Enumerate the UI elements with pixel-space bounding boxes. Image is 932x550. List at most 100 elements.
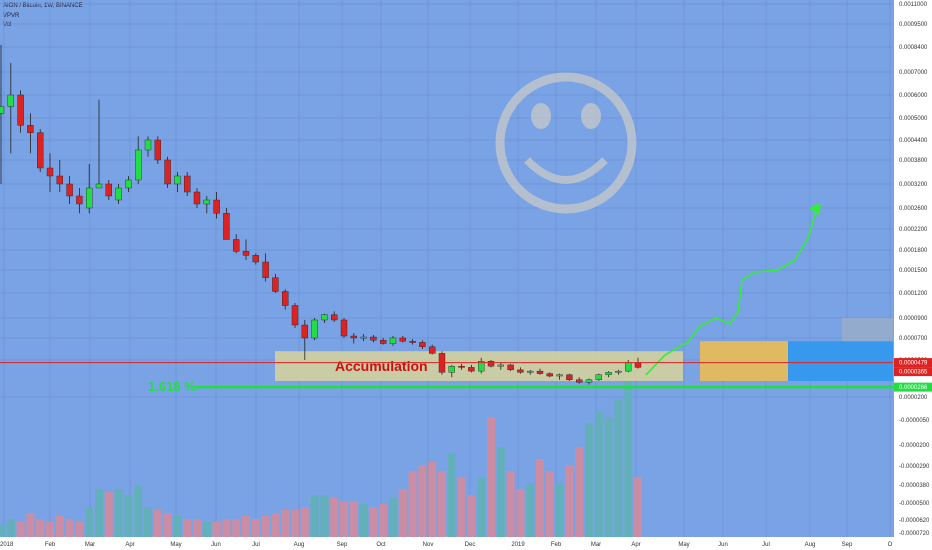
candle [419, 340, 426, 349]
candle [85, 164, 93, 214]
candle-body [301, 324, 308, 339]
volume-bar [36, 519, 45, 537]
price-flag-label: 0.0000365 [899, 370, 928, 376]
candle [340, 318, 348, 338]
candle-body [144, 139, 152, 151]
candle [478, 357, 485, 374]
candle [154, 136, 162, 164]
volume-tick-label: -0.0000380 [899, 483, 930, 489]
candle-body [350, 335, 357, 339]
candle-body [154, 139, 162, 161]
price-tick-label: 0.0009500 [899, 22, 928, 28]
indicator-volume-label[interactable]: Vol [3, 22, 12, 28]
candle [576, 377, 583, 384]
volume-axis: -0.0000050 -0.0000200 -0.0000290 -0.0000380… [899, 418, 930, 537]
volume-tick-label: -0.0000620 [899, 518, 930, 524]
candle-body [517, 369, 524, 373]
candle [144, 136, 152, 157]
price-tick-label: 0.0011000 [899, 2, 928, 8]
candle-body [468, 367, 475, 372]
volume-bar [75, 522, 84, 537]
candle [458, 363, 465, 370]
volume-bar [85, 507, 94, 537]
candle-body [546, 373, 553, 377]
candle [282, 289, 289, 310]
volume-bar [506, 471, 515, 537]
volume-bar [281, 510, 290, 537]
candle [517, 367, 524, 374]
time-axis[interactable]: 2018 Feb Mar Apr May Jun Jul Aug Sep Oct Nov Dec 201… [0, 537, 894, 550]
volume-bar [46, 522, 54, 537]
candle-body [56, 175, 63, 185]
candle-body [46, 167, 54, 177]
volume-bar [242, 516, 250, 537]
target-zone-orange [700, 341, 788, 381]
volume-bar [438, 471, 446, 537]
candle [242, 239, 250, 260]
candle-body [183, 175, 191, 193]
price-tick-label: 0.0007000 [899, 70, 928, 76]
candle-body [76, 195, 83, 205]
price-tick-label: 0.0003200 [899, 182, 928, 188]
volume-bar [144, 507, 152, 537]
candle [183, 172, 191, 196]
time-tick-label: O [888, 542, 893, 548]
candle [321, 313, 328, 323]
candle [66, 176, 73, 204]
candle-body [105, 183, 113, 197]
price-axis[interactable]: 0.0011000 0.0009500 0.0008400 0.0007000 0.00… [894, 0, 932, 550]
volume-bar [516, 489, 525, 537]
candle-body [566, 374, 573, 380]
candle-body [252, 255, 260, 263]
candle [7, 63, 15, 154]
time-axis-bg [0, 537, 894, 550]
time-tick-label: 2018 [0, 542, 14, 548]
smiley-face-icon [495, 72, 637, 214]
candle [301, 320, 308, 360]
candle-body [458, 365, 465, 368]
volume-bar [26, 513, 35, 537]
volume-bar [408, 471, 417, 537]
candle-body [37, 132, 44, 169]
price-tick-label: 0.0006000 [899, 93, 928, 99]
target-zone-blue [788, 341, 893, 381]
price-tick-label: 0.0004400 [899, 138, 928, 144]
candle-body [497, 364, 504, 367]
price-axis-bg [894, 0, 932, 550]
volume-bar [95, 489, 103, 537]
volume-bar [0, 525, 5, 537]
candle-body [242, 251, 250, 256]
time-tick-label: Jun [718, 542, 728, 548]
volume-bar [291, 510, 299, 537]
volume-bar [457, 477, 466, 537]
candle-body [448, 365, 455, 373]
time-tick-label: Feb [551, 542, 562, 548]
volume-bar [310, 495, 319, 537]
price-tick-label: 0.0005000 [899, 116, 928, 122]
candle [125, 176, 132, 192]
candle [389, 336, 397, 346]
volume-bar [183, 519, 192, 537]
candle [409, 339, 416, 345]
candle-body [134, 149, 142, 181]
time-tick-label: Feb [45, 542, 56, 548]
candle-body [164, 159, 171, 185]
symbol-title: AION / Bitcoin, 1W, BINANCE [3, 3, 83, 9]
time-tick-label: May [170, 542, 181, 548]
volume-bar [104, 492, 113, 537]
candle [507, 363, 514, 372]
volume-bar [134, 486, 143, 537]
projection-arrow-path[interactable] [645, 204, 819, 376]
time-tick-label: May [678, 542, 689, 548]
candle-body [321, 314, 328, 321]
candle-body [291, 305, 299, 326]
target-zone-grey [842, 318, 893, 342]
volume-bar [300, 507, 309, 537]
candle-body [282, 291, 289, 306]
time-tick-label: Mar [85, 542, 95, 548]
candle-body [95, 183, 103, 189]
candle [546, 372, 553, 378]
indicator-vpvr-label[interactable]: VPVR [3, 13, 20, 19]
